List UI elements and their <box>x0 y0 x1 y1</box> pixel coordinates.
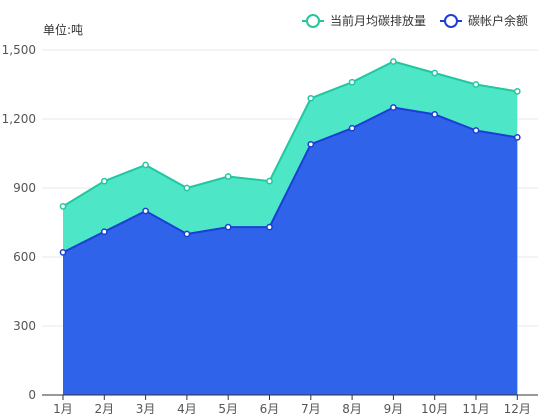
point-emission <box>431 69 439 77</box>
legend-item-emission[interactable]: 当前月均碳排放量 <box>301 12 426 29</box>
point-emission <box>59 203 67 210</box>
area-account <box>63 107 518 395</box>
x-tick-label: 10月 <box>421 402 448 416</box>
point-emission <box>307 94 315 102</box>
point-account <box>390 104 397 111</box>
unit-label: 单位:吨 <box>43 23 84 37</box>
x-tick-label: 2月 <box>94 402 114 416</box>
x-tick-label: 8月 <box>342 402 362 416</box>
y-tick-label: 300 <box>13 319 36 333</box>
point-emission <box>183 184 191 192</box>
point-account <box>266 223 273 231</box>
point-emission <box>472 81 480 88</box>
line-emission <box>62 60 518 208</box>
point-account <box>142 207 149 215</box>
y-tick-label: 900 <box>13 181 36 195</box>
point-emission <box>266 177 273 185</box>
point-account <box>513 134 521 141</box>
point-emission <box>348 78 356 86</box>
x-tick-label: 7月 <box>301 402 321 416</box>
point-account <box>348 124 356 132</box>
legend-account-icon <box>439 13 462 28</box>
point-account <box>431 111 439 118</box>
legend-emission-label: 当前月均碳排放量 <box>329 14 426 28</box>
x-tick-label: 12月 <box>504 402 531 416</box>
y-tick-label: 1,200 <box>2 112 36 126</box>
x-tick-label: 9月 <box>384 402 404 416</box>
point-account <box>472 127 480 134</box>
y-tick-label: 1,500 <box>2 43 36 57</box>
point-emission <box>100 177 108 185</box>
point-account <box>100 228 108 236</box>
legend-account-label: 碳帐户余额 <box>467 14 528 28</box>
line-account <box>62 106 518 254</box>
x-tick-label: 4月 <box>177 402 197 416</box>
legend-item-account[interactable]: 碳帐户余额 <box>439 12 528 29</box>
chart-legend: 当前月均碳排放量 碳帐户余额 <box>301 12 528 29</box>
point-emission <box>513 88 521 95</box>
point-emission <box>390 58 397 65</box>
legend-emission-icon <box>301 13 324 28</box>
x-tick-label: 3月 <box>136 402 156 416</box>
point-account <box>183 230 191 238</box>
x-tick-label: 11月 <box>462 402 489 416</box>
point-account <box>224 223 232 231</box>
point-emission <box>224 173 232 180</box>
x-tick-label: 5月 <box>218 402 238 416</box>
x-tick-label: 1月 <box>53 402 73 416</box>
x-tick-label: 6月 <box>260 402 280 416</box>
y-tick-label: 0 <box>28 388 36 402</box>
point-emission <box>142 161 149 169</box>
y-tick-label: 600 <box>13 250 36 264</box>
point-account <box>59 249 67 256</box>
point-account <box>307 140 315 148</box>
